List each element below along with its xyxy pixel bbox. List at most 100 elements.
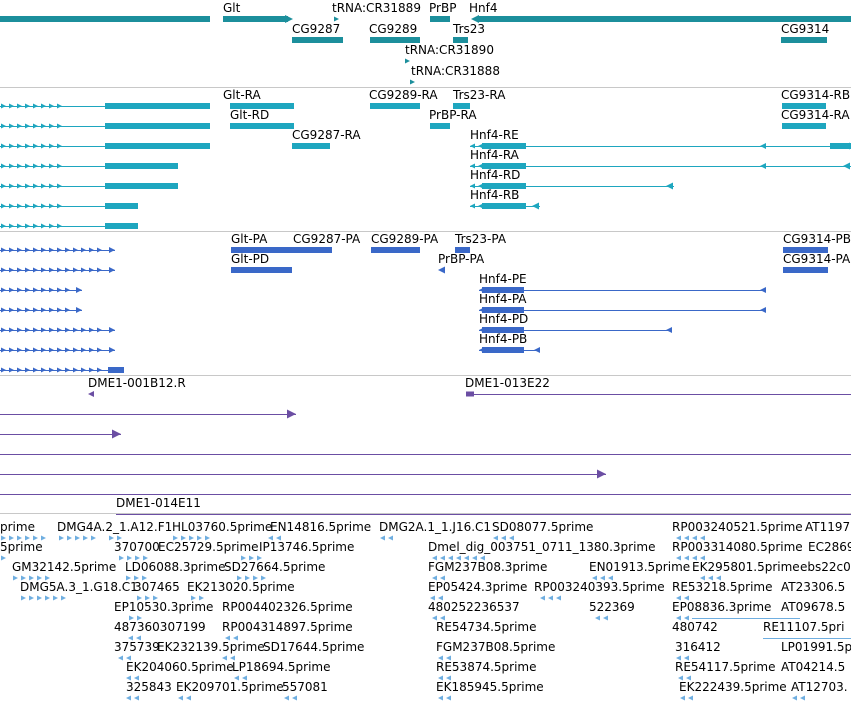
transcript-glyph[interactable] (57, 163, 62, 169)
transcript-glyph[interactable] (105, 203, 138, 209)
cds-glyph[interactable] (405, 247, 410, 253)
est-glyph[interactable] (692, 555, 697, 561)
est-glyph[interactable] (137, 595, 142, 601)
clone-label[interactable]: DME1-013E22 (465, 376, 550, 390)
cds-glyph[interactable] (89, 327, 94, 333)
cds-glyph[interactable] (511, 347, 516, 353)
transcript-glyph[interactable] (25, 223, 30, 229)
cds-glyph[interactable] (41, 267, 46, 273)
est-label[interactable]: DMG2A.1_1.J16.C1 (379, 520, 492, 534)
cds-glyph[interactable] (1, 307, 6, 313)
est-glyph[interactable] (440, 555, 445, 561)
est-glyph[interactable] (127, 555, 132, 561)
cds-glyph[interactable] (65, 327, 70, 333)
est-label[interactable]: Dmel_dig_003751_0711_1380.3prime (428, 540, 656, 554)
cds-glyph[interactable] (519, 327, 524, 333)
gene-label[interactable]: Trs23 (453, 22, 486, 36)
transcript-glyph[interactable] (296, 143, 301, 149)
est-label[interactable]: EK204060.5prime (126, 660, 234, 674)
transcript-glyph[interactable] (230, 123, 294, 129)
cds-glyph[interactable] (371, 247, 420, 253)
transcript-glyph[interactable] (9, 223, 14, 229)
transcript-glyph[interactable] (57, 103, 62, 109)
est-glyph[interactable] (153, 595, 158, 601)
est-glyph[interactable] (126, 655, 131, 661)
transcript-glyph[interactable] (370, 103, 420, 109)
cds-glyph[interactable] (1, 367, 6, 373)
est-glyph[interactable] (126, 675, 131, 681)
cds-glyph[interactable] (231, 247, 292, 253)
transcript-glyph[interactable] (1, 103, 6, 109)
cds-glyph[interactable] (9, 347, 14, 353)
cds-glyph[interactable] (1, 287, 6, 293)
est-label[interactable]: LP18694.5prime (232, 660, 331, 674)
cds-glyph[interactable] (397, 247, 402, 253)
cds-glyph[interactable] (89, 367, 94, 373)
transcript-glyph[interactable] (33, 123, 38, 129)
gene-glyph[interactable] (223, 16, 288, 22)
cds-glyph[interactable] (479, 327, 484, 333)
transcript-glyph[interactable] (17, 163, 22, 169)
transcript-glyph[interactable] (33, 143, 38, 149)
est-glyph[interactable] (676, 535, 681, 541)
transcript-glyph[interactable] (478, 163, 483, 169)
est-label[interactable]: LP01991.5p (781, 640, 851, 654)
cds-glyph[interactable] (666, 327, 672, 333)
est-glyph[interactable] (678, 675, 683, 681)
est-glyph[interactable] (33, 535, 38, 541)
transcript-glyph[interactable] (33, 203, 38, 209)
cds-glyph[interactable] (33, 267, 38, 273)
cds-glyph[interactable] (25, 247, 30, 253)
cds-glyph[interactable] (73, 347, 78, 353)
est-glyph[interactable] (257, 555, 262, 561)
cds-label[interactable]: CG9287-PA (293, 232, 361, 246)
transcript-glyph[interactable] (1, 143, 6, 149)
gene-glyph[interactable] (405, 58, 410, 64)
cds-glyph[interactable] (49, 367, 54, 373)
est-label[interactable]: FGM237B08.5prime (436, 640, 556, 654)
est-label[interactable]: 480252236537 (428, 600, 520, 614)
est-label[interactable]: RE11107.5pri (763, 620, 845, 634)
est-label[interactable]: AT1197 (805, 520, 851, 534)
cds-glyph[interactable] (41, 347, 46, 353)
cds-glyph[interactable] (25, 327, 30, 333)
est-glyph[interactable] (268, 535, 273, 541)
est-label[interactable]: SD17644.5prime (263, 640, 365, 654)
transcript-glyph[interactable] (1, 203, 6, 209)
gene-glyph[interactable] (478, 16, 851, 22)
transcript-glyph[interactable] (41, 123, 46, 129)
cds-glyph[interactable] (389, 247, 394, 253)
cds-glyph[interactable] (17, 287, 22, 293)
cds-glyph[interactable] (57, 247, 62, 253)
transcript-glyph[interactable] (843, 162, 850, 170)
est-label[interactable]: RE53874.5prime (436, 660, 537, 674)
cds-glyph[interactable] (479, 287, 484, 293)
transcript-glyph[interactable] (49, 123, 54, 129)
est-label[interactable]: EK295801.5prime (692, 560, 800, 574)
cds-glyph[interactable] (57, 307, 62, 313)
cds-glyph[interactable] (25, 307, 30, 313)
cds-glyph[interactable] (1, 267, 6, 273)
transcript-glyph[interactable] (57, 203, 62, 209)
cds-glyph[interactable] (49, 347, 54, 353)
transcript-glyph[interactable] (49, 183, 54, 189)
est-glyph[interactable] (118, 655, 123, 661)
gene-label[interactable]: CG9287 (292, 22, 341, 36)
est-glyph[interactable] (688, 695, 693, 701)
transcript-glyph[interactable] (494, 183, 499, 189)
cds-glyph[interactable] (97, 267, 102, 273)
gene-glyph[interactable] (370, 37, 420, 43)
est-glyph[interactable] (684, 595, 689, 601)
est-label[interactable]: EK213020.5prime (187, 580, 295, 594)
est-label[interactable]: prime (0, 520, 35, 534)
transcript-label[interactable]: CG9287-RA (292, 128, 361, 142)
est-glyph[interactable] (493, 535, 498, 541)
est-glyph[interactable] (237, 575, 242, 581)
est-label[interactable]: ebs22c08 (800, 560, 851, 574)
est-glyph[interactable] (9, 535, 14, 541)
cds-glyph[interactable] (97, 247, 102, 253)
cds-glyph[interactable] (65, 267, 70, 273)
est-label[interactable]: 522369 (589, 600, 635, 614)
cds-glyph[interactable] (294, 247, 299, 253)
est-label[interactable]: 557081 (282, 680, 328, 694)
